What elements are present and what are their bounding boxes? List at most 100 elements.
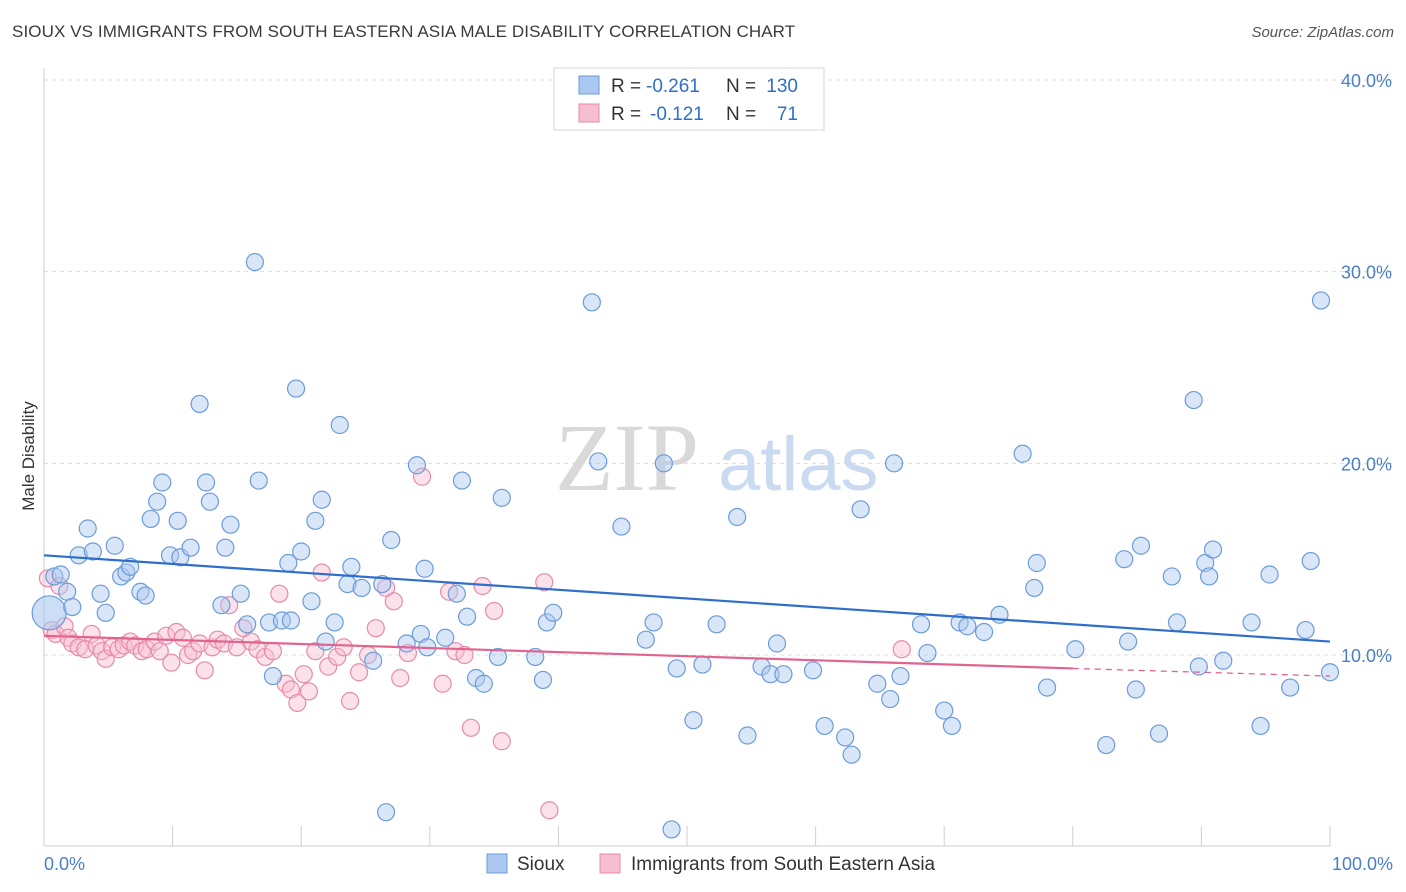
legend-box: R = -0.261 N = 130 R = -0.121 N = 71 xyxy=(553,67,825,131)
immigrants-point xyxy=(340,691,360,711)
sioux-point xyxy=(1311,291,1331,310)
immigrants-point xyxy=(446,642,465,661)
immigrants-regression-extension xyxy=(1072,667,1331,677)
sioux-point xyxy=(1027,553,1046,573)
sioux-point xyxy=(69,546,88,565)
sioux-point xyxy=(662,820,681,839)
sioux-point xyxy=(181,538,200,557)
sioux-point xyxy=(238,615,257,634)
immigrants-point xyxy=(299,682,319,701)
sioux-point xyxy=(582,293,601,312)
sioux-point xyxy=(1118,632,1138,651)
sioux-points xyxy=(31,252,1340,839)
immigrants-point xyxy=(433,674,452,693)
x-tick-label-max: 100.0% xyxy=(1332,854,1393,874)
sioux-point xyxy=(221,515,240,534)
y-tick-label-0: 10.0% xyxy=(1341,646,1392,666)
sioux-point xyxy=(245,252,265,272)
legend-n-value-1: 130 xyxy=(766,76,798,97)
sioux-regression-line xyxy=(43,554,1331,643)
sioux-point xyxy=(1214,651,1233,670)
sioux-point xyxy=(474,674,493,693)
immigrants-point xyxy=(892,640,911,659)
bottom-legend-label-immigrants: Immigrants from South Eastern Asia xyxy=(631,854,936,875)
watermark-zip: ZIP xyxy=(555,404,699,511)
sioux-point xyxy=(447,584,466,603)
sioux-point xyxy=(382,530,401,550)
immigrants-point xyxy=(492,732,511,751)
sioux-point xyxy=(415,559,434,578)
sioux-point xyxy=(330,415,349,435)
sioux-point xyxy=(774,665,793,684)
sioux-point xyxy=(526,647,545,667)
sioux-point xyxy=(488,647,508,667)
x-tick-label-min: 0.0% xyxy=(44,854,85,874)
immigrants-point xyxy=(195,661,214,680)
legend-n-value-2: 71 xyxy=(777,104,798,125)
immigrants-point xyxy=(455,645,474,665)
sioux-point xyxy=(891,666,910,686)
y-tick-label-2: 30.0% xyxy=(1341,263,1392,283)
sioux-point xyxy=(78,519,97,538)
bottom-legend-label-sioux: Sioux xyxy=(517,854,565,875)
sioux-point xyxy=(141,509,160,529)
sioux-point xyxy=(148,492,167,511)
sioux-point xyxy=(942,716,962,736)
sioux-point xyxy=(1296,620,1315,640)
sioux-point xyxy=(1066,640,1085,659)
sioux-point xyxy=(168,511,187,530)
y-axis-label: Male Disability xyxy=(19,401,38,511)
sioux-point xyxy=(836,728,855,747)
sioux-point xyxy=(842,745,861,764)
sioux-point xyxy=(200,492,219,511)
sioux-point xyxy=(457,607,477,626)
axes xyxy=(43,68,1331,847)
sioux-point xyxy=(911,615,931,634)
bottom-legend: Sioux Immigrants from South Eastern Asia xyxy=(486,853,936,875)
sioux-point xyxy=(693,655,712,674)
immigrants-point xyxy=(96,649,115,668)
y-tick-label-3: 40.0% xyxy=(1341,71,1392,91)
immigrants-point xyxy=(69,638,88,657)
immigrants-point xyxy=(263,642,283,661)
sioux-point xyxy=(1115,550,1134,569)
sioux-point xyxy=(884,454,904,473)
sioux-point xyxy=(231,584,250,603)
sioux-point xyxy=(51,565,70,584)
sioux-point xyxy=(881,689,900,709)
sioux-point xyxy=(407,456,427,475)
sioux-point xyxy=(352,578,371,598)
sioux-point xyxy=(286,379,306,398)
x-tick-labels: 0.0% 100.0% xyxy=(44,854,1393,874)
sioux-point xyxy=(612,517,631,536)
immigrants-point xyxy=(145,632,164,651)
sioux-point xyxy=(292,542,311,561)
sioux-point xyxy=(1162,567,1181,586)
sioux-point xyxy=(306,511,325,530)
sioux-point xyxy=(1126,680,1145,699)
sioux-point xyxy=(1013,444,1032,463)
sioux-point xyxy=(1301,551,1320,571)
sioux-point xyxy=(1203,540,1223,559)
sioux-point xyxy=(667,659,686,678)
sioux-point xyxy=(1097,735,1116,755)
immigrants-point xyxy=(334,638,353,657)
immigrants-point xyxy=(391,668,410,688)
immigrants-regression-line xyxy=(43,634,1073,670)
sioux-point xyxy=(1025,578,1044,598)
sioux-point xyxy=(767,634,787,653)
sioux-point xyxy=(325,613,344,632)
sioux-point xyxy=(63,597,82,617)
sioux-point xyxy=(918,643,937,663)
legend-r-value-2: -0.121 xyxy=(650,104,704,125)
sioux-point xyxy=(58,582,77,601)
sioux-point xyxy=(452,471,472,490)
sioux-point xyxy=(738,726,757,745)
immigrants-point xyxy=(294,665,313,684)
immigrants-point xyxy=(248,640,267,659)
sioux-point xyxy=(196,473,216,492)
sioux-point xyxy=(312,490,331,509)
sioux-point xyxy=(1200,567,1219,586)
sioux-point xyxy=(96,603,115,622)
sioux-point xyxy=(636,630,655,649)
